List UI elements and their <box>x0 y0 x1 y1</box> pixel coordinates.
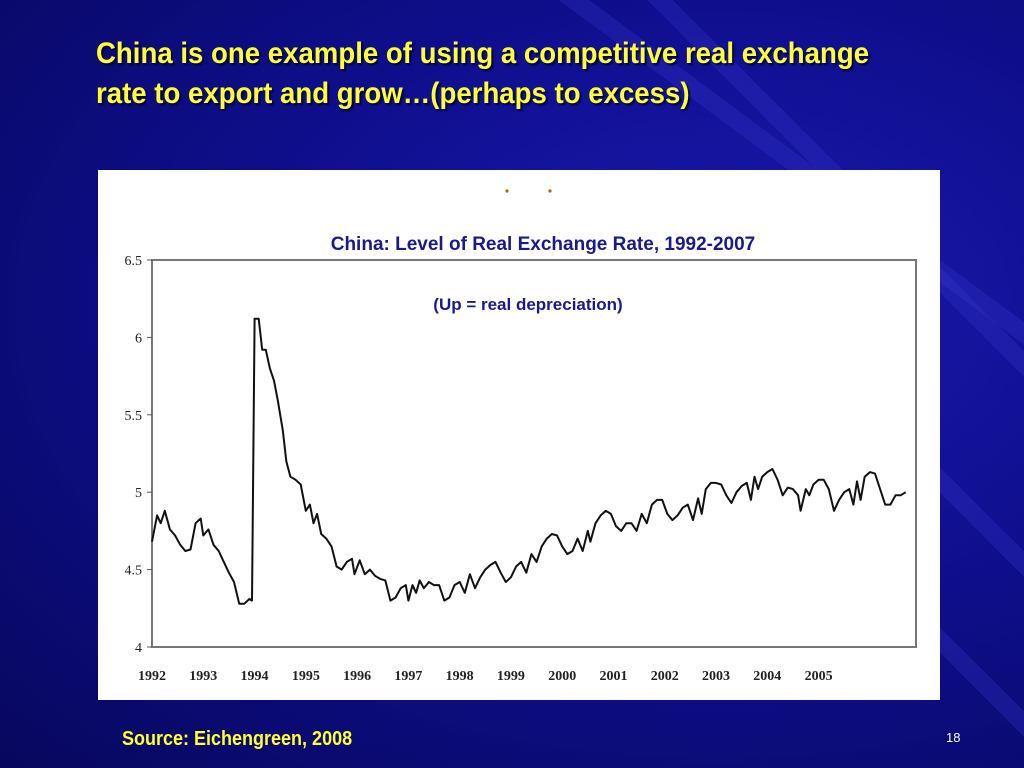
source-note: Source: Eichengreen, 2008 <box>122 728 353 750</box>
x-tick-label: 1992 <box>138 669 166 684</box>
y-tick-label: 4.5 <box>125 564 143 579</box>
x-tick-label: 2003 <box>702 669 730 684</box>
y-tick-label: 6.5 <box>125 254 143 269</box>
x-tick-label: 2002 <box>651 669 679 684</box>
exchange-rate-chart: China: Level of Real Exchange Rate, 1992… <box>125 189 917 684</box>
x-tick-label: 1998 <box>446 669 474 684</box>
x-tick-label: 2005 <box>805 669 833 684</box>
plot-frame <box>151 259 917 648</box>
x-tick-label: 1996 <box>343 669 371 684</box>
chart-decoration <box>505 189 552 193</box>
x-tick-label: 1999 <box>497 669 525 684</box>
x-tick-label: 1994 <box>241 669 269 684</box>
chart-title: China: Level of Real Exchange Rate, 1992… <box>331 234 756 255</box>
chart-subtitle: (Up = real depreciation) <box>433 295 622 314</box>
x-tick-label: 2000 <box>548 669 576 684</box>
x-tick-label: 1997 <box>394 669 422 684</box>
x-tick-label: 1993 <box>189 669 217 684</box>
x-tick-label: 2004 <box>753 669 781 684</box>
x-tick-label: 2001 <box>599 669 627 684</box>
y-tick-label: 6 <box>135 331 142 346</box>
y-tick-label: 4 <box>135 641 142 656</box>
slide-title: China is one example of using a competit… <box>96 37 870 110</box>
y-axis: 6.5 6 5.5 5 4.5 4 <box>125 254 152 656</box>
exchange-rate-line <box>151 317 907 605</box>
chart-panel: China: Level of Real Exchange Rate, 1992… <box>98 170 940 700</box>
y-tick-label: 5.5 <box>125 409 143 424</box>
x-axis: 1992 1993 1994 1995 1996 1997 1998 1999 2000 2001… <box>138 669 833 684</box>
slide-number: 18 <box>946 730 961 745</box>
y-tick-label: 5 <box>135 486 142 501</box>
x-tick-label: 1995 <box>292 669 320 684</box>
